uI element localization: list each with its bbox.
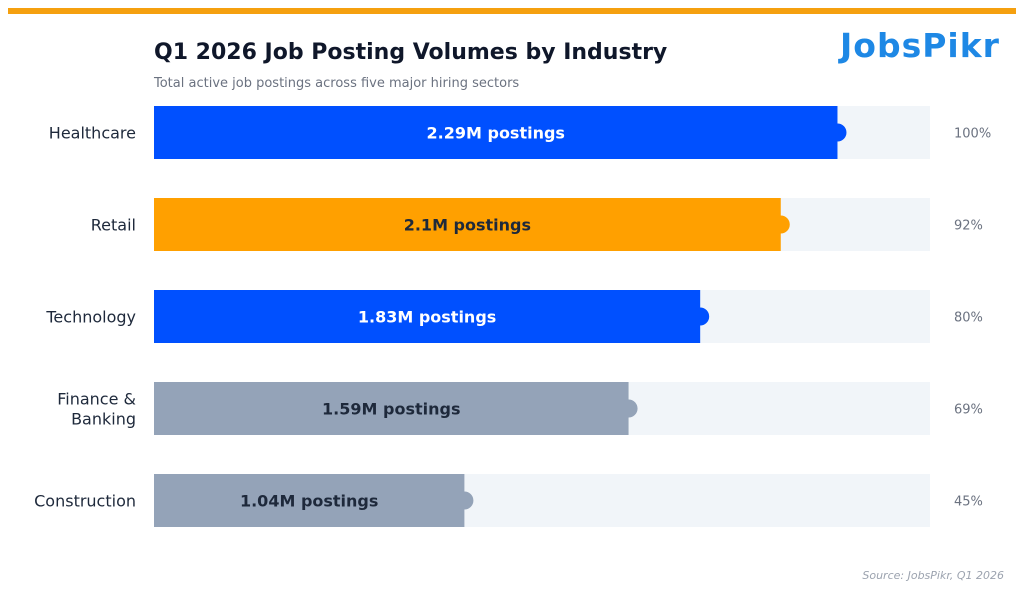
data-label: 1.59M postings	[322, 400, 460, 419]
category-label: Retail	[91, 216, 136, 235]
percent-label: 80%	[954, 311, 983, 326]
chart-title: Q1 2026 Job Posting Volumes by Industry	[154, 40, 668, 65]
bar	[154, 474, 465, 527]
category-label: Technology	[45, 308, 136, 327]
chart-subtitle: Total active job postings across five ma…	[154, 76, 520, 91]
jobspikr-logo: JobsPikr	[840, 26, 1000, 65]
bar	[154, 382, 629, 435]
percent-label: 92%	[954, 219, 983, 234]
data-label: 1.04M postings	[240, 492, 378, 511]
data-label: 2.29M postings	[427, 124, 565, 143]
top-accent-stripe	[8, 8, 1016, 14]
source-note: Source: JobsPikr, Q1 2026	[862, 569, 1004, 582]
bar	[154, 198, 781, 251]
percent-label: 69%	[954, 403, 983, 418]
category-label: Construction	[34, 492, 136, 511]
bar-end-dot	[455, 491, 474, 510]
bar-end-dot	[828, 123, 847, 142]
bar-end-dot	[619, 399, 638, 418]
category-label: Finance &	[57, 390, 136, 409]
category-label: Healthcare	[49, 124, 136, 143]
category-label: Banking	[71, 410, 136, 429]
bar-end-dot	[691, 307, 710, 326]
bar-end-dot	[771, 215, 790, 234]
percent-label: 100%	[954, 127, 991, 142]
percent-label: 45%	[954, 495, 983, 510]
data-label: 1.83M postings	[358, 308, 496, 327]
bar	[154, 290, 701, 343]
data-label: 2.1M postings	[404, 216, 531, 235]
bar	[154, 106, 838, 159]
